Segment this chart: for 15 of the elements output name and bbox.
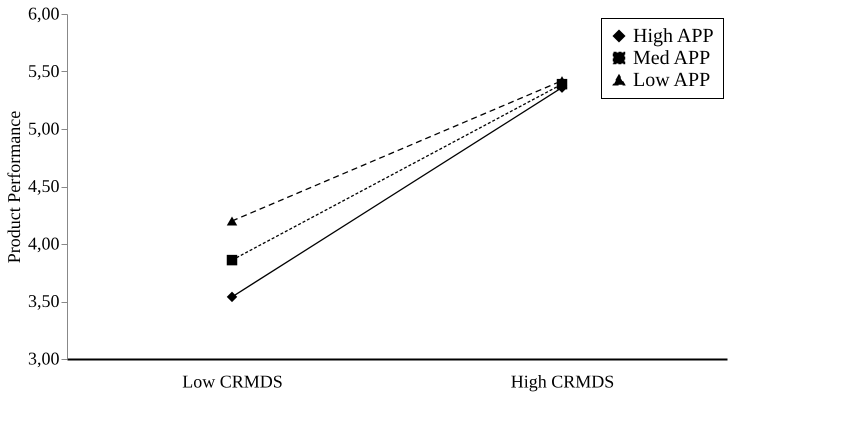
x-tick-label: Low CRMDS bbox=[182, 372, 283, 392]
legend-label: Med APP bbox=[633, 47, 710, 69]
y-tick-label: 3,50 bbox=[28, 291, 60, 311]
y-tick-label: 3,00 bbox=[28, 348, 60, 368]
y-tick-label: 4,50 bbox=[28, 176, 60, 196]
y-tick-label: 5,50 bbox=[28, 61, 60, 81]
y-tick-label: 4,00 bbox=[28, 234, 60, 254]
y-tick-label: 6,00 bbox=[28, 4, 60, 24]
legend-label: Low APP bbox=[633, 69, 710, 91]
point bbox=[226, 254, 238, 266]
y-tick-label: 5,00 bbox=[28, 118, 60, 138]
point bbox=[226, 292, 238, 302]
x-tick-label: High CRMDS bbox=[510, 372, 614, 392]
y-axis-title: Product Performance bbox=[4, 110, 24, 264]
legend-label: High APP bbox=[633, 25, 714, 47]
